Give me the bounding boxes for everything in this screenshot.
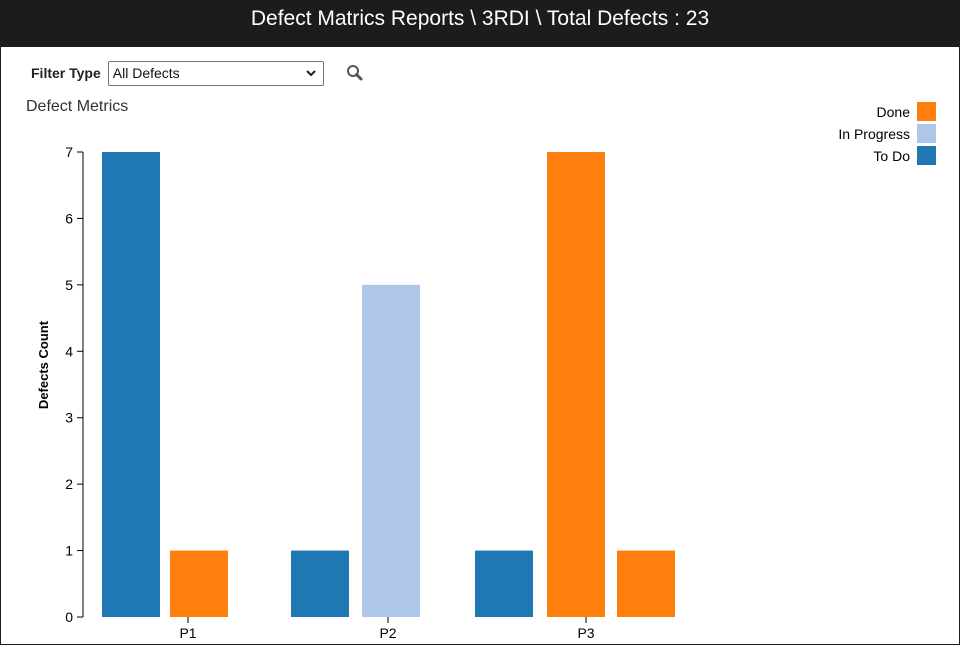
filter-type-value: All Defects [112,65,180,81]
legend-swatch [917,102,936,121]
chevron-down-icon [306,69,316,76]
legend-label: Done [877,104,911,120]
y-tick-label: 4 [65,343,73,359]
legend-label: In Progress [838,126,910,142]
legend-label: To Do [873,148,910,164]
bar-p1-done[interactable] [170,550,228,617]
y-tick-label: 7 [65,144,73,160]
bar-p1-to-do[interactable] [102,152,160,617]
search-icon [346,65,363,81]
y-tick-label: 1 [65,543,73,559]
legend-swatch [917,124,936,143]
filter-type-select[interactable]: All Defects [107,60,324,86]
x-tick-label: P1 [179,625,196,641]
legend: Done In Progress To Do [838,102,936,165]
y-tick-label: 0 [65,609,73,625]
legend-swatch [917,146,936,165]
bar-p3-done[interactable] [617,550,675,617]
search-button[interactable] [344,62,366,84]
bar-p2-to-do[interactable] [291,550,349,617]
y-tick-label: 6 [65,210,73,226]
chart-title: Defect Metrics [26,98,129,115]
page-title: Defect Matrics Reports \ 3RDI \ Total De… [250,7,710,30]
y-axis: 0 1 2 3 4 5 6 7 [65,144,84,625]
y-tick-label: 5 [65,277,73,293]
bar-p3-to-do[interactable] [475,550,533,617]
y-tick-label: 3 [65,410,73,426]
bar-p2-in-progress[interactable] [362,284,420,617]
y-axis-title: Defects Count [36,320,51,409]
x-tick-label: P2 [379,625,396,641]
x-axis: P1 P2 P3 [179,617,595,641]
bars-group [102,152,675,617]
x-tick-label: P3 [577,625,594,641]
filter-type-label: Filter Type [31,65,101,81]
y-tick-label: 2 [65,476,73,492]
bar-p3-done[interactable] [547,152,605,617]
filter-row: Filter Type All Defects [31,60,366,86]
title-bar: Defect Matrics Reports \ 3RDI \ Total De… [0,0,960,47]
